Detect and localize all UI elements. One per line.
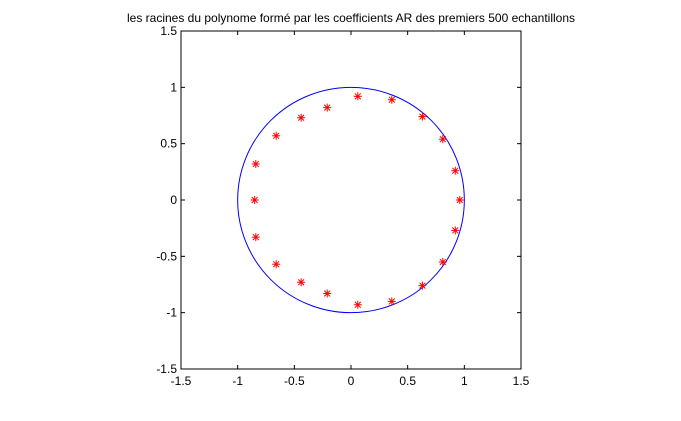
y-axis: 1.5 1 0.5 0 -0.5 -1 -1.5 xyxy=(156,24,521,376)
root-point xyxy=(250,196,259,204)
chart-title: les racines du polynome formé par les co… xyxy=(127,11,575,25)
root-point xyxy=(272,131,281,140)
x-tick-label: -1.5 xyxy=(171,374,192,388)
root-point xyxy=(438,135,447,144)
root-point xyxy=(353,300,362,309)
root-point xyxy=(387,297,396,306)
y-tick-label: -0.5 xyxy=(156,249,177,263)
root-point xyxy=(353,92,362,101)
y-tick-label: 1.5 xyxy=(160,24,177,38)
x-tick-label: -0.5 xyxy=(284,374,305,388)
root-point xyxy=(438,257,447,266)
root-point xyxy=(251,233,260,242)
root-point xyxy=(451,166,460,175)
root-point xyxy=(297,278,306,287)
y-tick-label: -1.5 xyxy=(156,362,177,376)
root-point xyxy=(272,260,281,269)
root-point xyxy=(418,112,427,121)
root-point xyxy=(323,289,332,298)
x-tick-label: 0.5 xyxy=(399,374,416,388)
root-point xyxy=(251,159,260,168)
roots-series xyxy=(250,92,464,309)
root-point xyxy=(455,196,464,204)
root-point xyxy=(451,226,460,235)
x-tick-label: 1.5 xyxy=(513,374,530,388)
y-tick-label: 1 xyxy=(170,80,177,94)
root-point xyxy=(418,281,427,290)
root-point xyxy=(387,95,396,104)
root-point xyxy=(323,103,332,112)
unit-circle xyxy=(237,86,465,314)
unit-circle-layer xyxy=(237,86,465,314)
y-tick-label: -1 xyxy=(166,306,177,320)
x-tick-label: 1 xyxy=(461,374,468,388)
root-point xyxy=(297,113,306,122)
x-tick-label: -1 xyxy=(232,374,243,388)
y-tick-label: 0 xyxy=(170,193,177,207)
plot-area xyxy=(180,30,522,370)
x-tick-label: 0 xyxy=(348,374,355,388)
x-axis: -1.5 -1 -0.5 0 0.5 1 1.5 xyxy=(171,31,530,388)
y-tick-label: 0.5 xyxy=(160,137,177,151)
